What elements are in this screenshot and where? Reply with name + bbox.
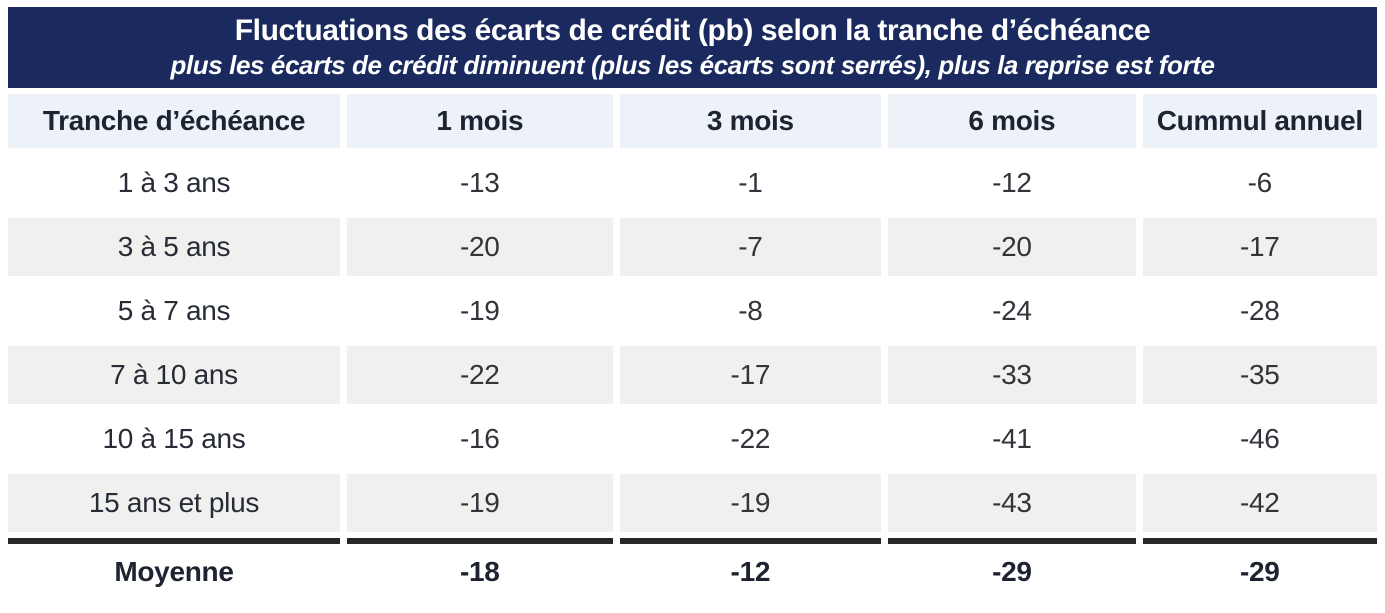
footer-label: Moyenne	[8, 538, 340, 600]
value-cell: -19	[459, 295, 500, 326]
row-label: 1 à 3 ans	[117, 167, 231, 198]
row-label: 15 ans et plus	[8, 474, 340, 532]
value-cell: -17	[1142, 218, 1377, 276]
value-cell: -17	[619, 346, 882, 404]
column-header-1-mois: 1 mois	[346, 94, 613, 148]
column-header-tranche: Tranche d’échéance	[8, 94, 340, 148]
footer-value-cell: -18	[346, 538, 613, 600]
value-cell: -24	[992, 295, 1032, 326]
value-cell: -16	[459, 423, 500, 454]
value-cell: -7	[619, 218, 882, 276]
value-cell: -28	[1240, 295, 1280, 326]
value-cell: -13	[459, 167, 500, 198]
value-cell: -41	[992, 423, 1032, 454]
row-label: 10 à 15 ans	[102, 423, 246, 454]
value-cell: -19	[619, 474, 882, 532]
table-subtitle: plus les écarts de crédit diminuent (plu…	[170, 50, 1215, 81]
column-header-3-mois: 3 mois	[619, 94, 882, 148]
table-title: Fluctuations des écarts de crédit (pb) s…	[234, 13, 1151, 47]
credit-spread-table: Tranche d’échéance 1 mois 3 mois 6 mois …	[8, 94, 1377, 600]
value-cell: -33	[888, 346, 1136, 404]
value-cell: -22	[730, 423, 771, 454]
value-cell: -20	[346, 218, 613, 276]
footer-value-cell: -29	[888, 538, 1136, 600]
table-header-banner: Fluctuations des écarts de crédit (pb) s…	[8, 7, 1377, 88]
footer-value-cell: -12	[619, 538, 882, 600]
value-cell: -12	[992, 167, 1032, 198]
row-label: 5 à 7 ans	[117, 295, 231, 326]
value-cell: -43	[888, 474, 1136, 532]
row-label: 3 à 5 ans	[8, 218, 340, 276]
column-header-cummul-annuel: Cummul annuel	[1142, 94, 1377, 148]
value-cell: -35	[1142, 346, 1377, 404]
value-cell: -19	[346, 474, 613, 532]
value-cell: -6	[1247, 167, 1273, 198]
value-cell: -42	[1142, 474, 1377, 532]
value-cell: -22	[346, 346, 613, 404]
row-label: 7 à 10 ans	[8, 346, 340, 404]
value-cell: -1	[738, 167, 763, 198]
table-figure: Fluctuations des écarts de crédit (pb) s…	[8, 7, 1377, 600]
value-cell: -46	[1240, 423, 1280, 454]
value-cell: -20	[888, 218, 1136, 276]
column-header-6-mois: 6 mois	[888, 94, 1136, 148]
value-cell: -8	[738, 295, 763, 326]
footer-value-cell: -29	[1142, 538, 1377, 600]
